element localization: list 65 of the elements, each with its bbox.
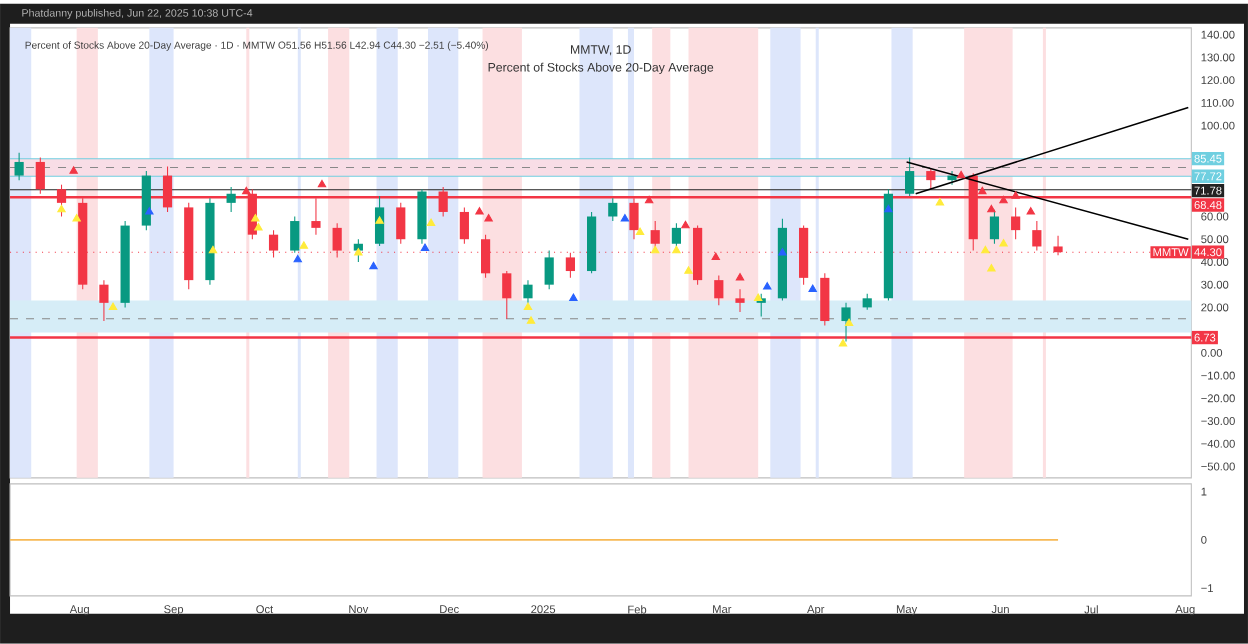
point	[484, 214, 493, 222]
point	[650, 245, 660, 254]
candlestick	[14, 152, 24, 181]
point	[369, 261, 378, 270]
point	[778, 248, 787, 256]
point	[735, 273, 745, 281]
point	[57, 204, 66, 213]
candlestick	[735, 288, 745, 313]
candlestick	[926, 168, 936, 190]
point	[999, 239, 1008, 247]
point	[1011, 191, 1020, 199]
point	[981, 245, 990, 254]
point	[475, 207, 484, 215]
point	[838, 339, 848, 347]
point	[251, 214, 260, 222]
point	[620, 214, 630, 222]
point	[145, 207, 154, 215]
candlestick	[608, 197, 618, 222]
candlestick	[565, 252, 575, 279]
point	[254, 223, 263, 231]
point	[242, 186, 251, 195]
point	[293, 254, 303, 263]
point	[999, 195, 1008, 204]
candlestick	[268, 229, 279, 259]
point	[711, 252, 721, 261]
point	[844, 318, 854, 327]
point	[684, 266, 693, 274]
point	[978, 186, 987, 195]
point	[884, 204, 893, 213]
point	[644, 195, 654, 204]
candlestick	[502, 270, 512, 320]
candlestick	[226, 186, 236, 213]
point	[672, 245, 681, 254]
point	[108, 302, 118, 311]
candlestick	[841, 302, 851, 343]
candlestick	[714, 275, 724, 306]
point	[426, 218, 436, 227]
point	[987, 204, 996, 213]
point	[375, 216, 384, 224]
point	[1026, 207, 1036, 215]
point	[208, 245, 218, 254]
point	[753, 293, 763, 302]
point	[956, 170, 966, 179]
candlestick	[396, 202, 406, 245]
point	[569, 293, 578, 302]
point	[354, 248, 363, 256]
point	[317, 179, 327, 188]
candlestick	[1011, 206, 1021, 240]
point	[69, 166, 78, 174]
point	[681, 220, 690, 229]
candlestick	[459, 206, 469, 245]
point	[523, 302, 533, 311]
candlestick	[1032, 220, 1042, 252]
point	[526, 316, 536, 324]
point	[299, 241, 309, 249]
point	[635, 227, 645, 236]
candlestick	[820, 272, 830, 327]
point	[420, 243, 430, 252]
point	[808, 284, 817, 292]
point	[987, 264, 996, 272]
point	[72, 214, 81, 222]
candlestick	[905, 156, 915, 197]
candlestick	[544, 250, 554, 290]
point	[763, 282, 772, 290]
point	[935, 198, 945, 206]
